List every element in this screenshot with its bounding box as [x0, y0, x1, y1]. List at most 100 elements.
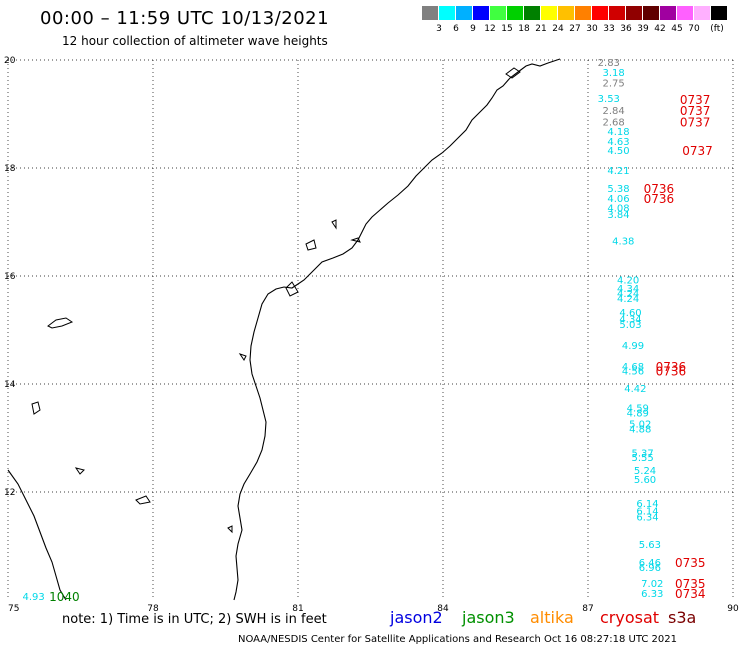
legend-unit: (ft): [710, 24, 724, 34]
legend-swatch: [541, 6, 557, 20]
legend-swatch: [507, 6, 523, 20]
legend-swatch: [643, 6, 659, 20]
legend-label: 27: [569, 24, 581, 34]
legend-label: 18: [518, 24, 530, 34]
wave-height-label: 6.14: [636, 507, 658, 518]
wave-height-label: 4.18: [607, 127, 629, 138]
wave-height-label: 4.68: [622, 362, 644, 373]
lat-tick-label: 18: [4, 164, 16, 174]
pass-time-label: 0735: [675, 577, 706, 591]
wave-height-label: 6.34: [636, 513, 658, 524]
wave-height-label: 4.38: [612, 237, 634, 248]
lat-tick-label: 20: [4, 56, 16, 66]
wave-height-label: 4.06: [607, 194, 629, 205]
credit-line: NOAA/NESDIS Center for Satellite Applica…: [238, 634, 677, 645]
legend-swatch: [439, 6, 455, 20]
pass-time-label: 0736: [656, 360, 687, 374]
lat-lon-grid: [7, 59, 734, 600]
wave-height-label: 3.18: [603, 68, 625, 79]
legend-label: 39: [637, 24, 649, 34]
wave-height-label: 4.34: [617, 284, 639, 295]
lat-tick-label: 12: [4, 488, 15, 498]
lon-tick-label: 78: [147, 604, 159, 614]
wave-height-label: 5.37: [632, 448, 654, 459]
lon-tick-label: 75: [8, 604, 19, 614]
wave-height-label: 4.50: [607, 146, 629, 157]
legend-label: 30: [586, 24, 598, 34]
wave-height-label: 3.53: [598, 94, 620, 105]
wave-height-label: 4.24: [617, 289, 639, 300]
legend-swatch: [660, 6, 676, 20]
legend-label: 3: [436, 24, 442, 34]
sri-lanka-west-coast: [7, 469, 67, 601]
island-outline: [227, 525, 233, 534]
island-outline: [238, 353, 247, 361]
wave-height-label: 6.14: [636, 499, 658, 510]
wave-height-label: 4.99: [622, 341, 644, 352]
wave-height-label: 4.08: [607, 204, 629, 215]
satellite-cryosat: cryosat: [600, 608, 660, 627]
legend-swatch: [592, 6, 608, 20]
wave-height-label: 5.24: [634, 466, 656, 477]
island-outline: [331, 219, 337, 230]
satellite-pass-times: 0737073707370737073607360736073607350735…: [49, 93, 713, 604]
pass-time-label: 0737: [680, 115, 711, 129]
legend-label: 15: [501, 24, 513, 34]
lat-tick-label: 14: [4, 380, 16, 390]
legend-swatch: [456, 6, 472, 20]
island-outline: [74, 467, 85, 475]
satellite-altika: altika: [530, 608, 574, 627]
wave-height-label: 5.03: [619, 320, 641, 331]
wave-height-label: 2.83: [598, 58, 620, 69]
lon-tick-label: 90: [727, 604, 739, 614]
wave-height-label: 4.34: [619, 314, 641, 325]
island-outline: [305, 239, 317, 251]
wave-height-label: 4.24: [617, 294, 639, 305]
wave-height-label: 2.84: [603, 106, 625, 117]
wave-height-label: 4.89: [627, 408, 649, 419]
wave-height-label: 5.02: [629, 420, 651, 431]
legend-label: 6: [453, 24, 459, 34]
wave-height-label: 2.75: [603, 78, 625, 89]
legend-label: 12: [484, 24, 496, 34]
coastline: [7, 58, 561, 601]
legend-label: 70: [688, 24, 700, 34]
pass-time-label: 0735: [675, 556, 706, 570]
satellite-jason3: jason3: [462, 608, 515, 627]
wave-height-label: 4.20: [617, 276, 639, 287]
pass-time-label: 0737: [682, 144, 713, 158]
legend-label: 45: [671, 24, 683, 34]
legend-label: 24: [552, 24, 564, 34]
wave-height-label: 6.33: [641, 589, 663, 600]
legend-label: 21: [535, 24, 547, 34]
wave-height-label: 4.59: [627, 404, 649, 415]
india-east-coast: [233, 58, 561, 601]
wave-height-label: 4.63: [607, 137, 629, 148]
pass-time-label: 0734: [675, 587, 706, 601]
lon-tick-label: 87: [582, 604, 593, 614]
pass-time-label: 0736: [644, 182, 675, 196]
wave-height-label: 6.46: [639, 558, 661, 569]
wave-height-label: 4.42: [624, 384, 646, 395]
island-outline: [505, 67, 521, 79]
wave-height-label: 4.56: [622, 366, 644, 377]
satellite-jason2: jason2: [390, 608, 443, 627]
legend-swatch: [490, 6, 506, 20]
wave-height-label: 4.21: [607, 166, 629, 177]
map-subtitle: 12 hour collection of altimeter wave hei…: [62, 34, 328, 48]
legend-swatch: [711, 6, 727, 20]
wave-height-label: 2.68: [603, 117, 625, 128]
legend-swatch: [524, 6, 540, 20]
legend-label: 36: [620, 24, 632, 34]
legend-label: 42: [654, 24, 666, 34]
lon-tick-label: 84: [437, 604, 449, 614]
island-outline: [31, 401, 41, 415]
wave-height-label: 7.02: [641, 579, 663, 590]
legend-swatch: [558, 6, 574, 20]
wave-height-label: 4.93: [23, 592, 45, 603]
legend-swatch: [575, 6, 591, 20]
island-outline: [135, 495, 151, 505]
legend-label: 33: [603, 24, 615, 34]
wave-height-label: 5.38: [607, 184, 629, 195]
